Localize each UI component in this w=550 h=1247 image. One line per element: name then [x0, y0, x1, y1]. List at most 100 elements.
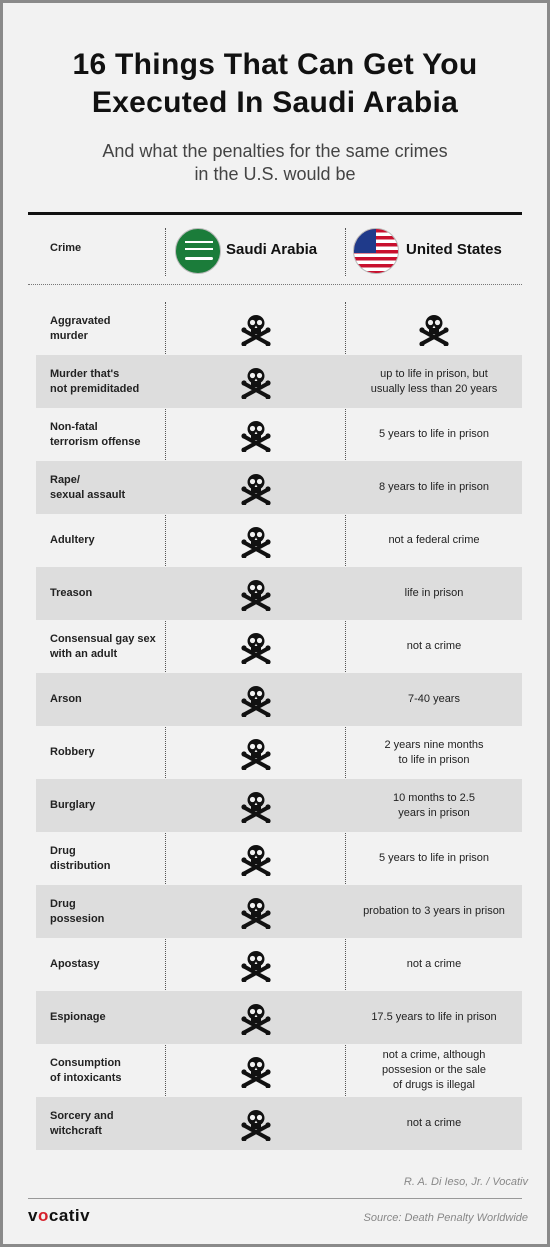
skull-and-crossbones-icon: [241, 420, 271, 452]
skull-and-crossbones-icon: [241, 526, 271, 558]
table-row: Murder that's not premiditaded up to life…: [36, 355, 522, 408]
saudi-penalty-cell: [166, 779, 346, 832]
us-penalty-cell: not a crime: [406, 640, 462, 652]
us-penalty-cell: 7-40 years: [408, 693, 460, 705]
skull-and-crossbones-icon: [241, 685, 271, 717]
skull-and-crossbones-icon: [241, 1003, 271, 1035]
crime-label: Robbery: [50, 746, 95, 758]
crime-column-header: Crime: [50, 242, 82, 254]
table-row: Treason life in prison: [36, 567, 522, 620]
table-row: Arson 7-40 years: [36, 673, 522, 726]
skull-and-crossbones-icon: [241, 367, 271, 399]
saudi-penalty-cell: [166, 408, 346, 461]
skull-and-crossbones-icon: [241, 844, 271, 876]
saudi-arabia-flag-icon: [175, 228, 221, 274]
header-rule: [28, 212, 522, 215]
crime-label: Drug distribution: [50, 844, 111, 872]
crime-label: Arson: [50, 693, 82, 705]
header-divider: [28, 284, 522, 285]
logo-accent: o: [37, 1206, 49, 1225]
saudi-penalty-cell: [166, 620, 346, 673]
table-row: Non-fatal terrorism offense 5 years to li…: [36, 408, 522, 461]
column-divider: [345, 228, 346, 276]
us-penalty-cell: probation to 3 years in prison: [363, 905, 505, 917]
saudi-penalty-cell: [166, 567, 346, 620]
crime-label: Non-fatal terrorism offense: [50, 420, 141, 448]
logo-suffix: cativ: [48, 1206, 91, 1225]
flag-canton: [354, 229, 376, 253]
crime-label: Espionage: [50, 1011, 106, 1023]
table-row: Adultery not a federal crime: [36, 514, 522, 567]
skull-and-crossbones-icon: [241, 791, 271, 823]
skull-and-crossbones-icon: [241, 1056, 271, 1088]
us-penalty-cell: 5 years to life in prison: [378, 852, 490, 864]
saudi-penalty-cell: [166, 673, 346, 726]
us-penalty-cell: 10 months to 2.5 years in prison: [393, 791, 475, 819]
skull-and-crossbones-icon: [241, 473, 271, 505]
table-row: Apostasy not a crime: [36, 938, 522, 991]
vocativ-logo: vocativ: [28, 1206, 90, 1226]
saudi-penalty-cell: [166, 514, 346, 567]
table-row: Aggravated murder: [36, 302, 522, 355]
crime-label: Murder that's not premiditaded: [50, 367, 140, 395]
skull-and-crossbones-icon: [241, 1109, 271, 1141]
table-row: Burglary 10 months to 2.5 years in prison: [36, 779, 522, 832]
column-divider: [165, 228, 166, 276]
table-row: Drug possesion probation to 3 years in pr…: [36, 885, 522, 938]
page-subtitle: And what the penalties for the same crim…: [102, 141, 448, 184]
us-penalty-cell: 17.5 years to life in prison: [371, 1011, 497, 1023]
us-penalty-cell: not a federal crime: [388, 534, 480, 546]
us-penalty-cell: not a crime, although possesion or the s…: [382, 1049, 486, 1091]
table-row: Sorcery and witchcraft not a crime: [36, 1097, 522, 1150]
us-penalty-cell: up to life in prison, but usually less t…: [370, 367, 498, 395]
us-penalty-cell: 8 years to life in prison: [378, 481, 490, 493]
logo-prefix: v: [28, 1206, 38, 1225]
saudi-penalty-cell: [166, 1097, 346, 1150]
table-row: Rape/ sexual assault 8 years to life in p…: [36, 461, 522, 514]
skull-and-crossbones-icon: [419, 314, 449, 346]
flag-sword-mark: [185, 257, 213, 260]
crime-label: Drug possesion: [50, 897, 105, 925]
table-row: Robbery 2 years nine months to life in pr…: [36, 726, 522, 779]
saudi-column-header: Saudi Arabia: [226, 241, 318, 258]
saudi-penalty-cell: [166, 302, 346, 355]
skull-and-crossbones-icon: [241, 897, 271, 929]
source-note: Source: Death Penalty Worldwide: [363, 1212, 528, 1224]
saudi-penalty-cell: [166, 832, 346, 885]
us-penalty-cell: 5 years to life in prison: [378, 428, 490, 440]
crime-label: Consensual gay sex with an adult: [50, 632, 156, 660]
author-credit: R. A. Di Ieso, Jr. / Vocativ: [403, 1176, 528, 1188]
skull-and-crossbones-icon: [241, 950, 271, 982]
us-penalty-cell: not a crime: [406, 1117, 462, 1129]
crime-label: Burglary: [50, 799, 96, 811]
saudi-penalty-cell: [166, 726, 346, 779]
table-row: Consumption of intoxicants not a crime, a…: [36, 1044, 522, 1097]
saudi-penalty-cell: [166, 355, 346, 408]
crime-label: Consumption of intoxicants: [50, 1056, 122, 1084]
saudi-penalty-cell: [166, 938, 346, 991]
skull-and-crossbones-icon: [241, 314, 271, 346]
crime-label: Rape/ sexual assault: [50, 473, 126, 501]
flag-script-mark: [185, 241, 213, 250]
crime-label: Adultery: [50, 534, 95, 546]
united-states-flag-icon: [353, 228, 399, 274]
column-divider: [345, 302, 346, 1150]
skull-and-crossbones-icon: [241, 632, 271, 664]
table-row: Drug distribution 5 years to life in pris…: [36, 832, 522, 885]
table-header: Crime Saudi Arabia United States: [28, 225, 522, 275]
saudi-penalty-cell: [166, 1044, 346, 1097]
footer-rule: [28, 1198, 522, 1199]
saudi-penalty-cell: [166, 885, 346, 938]
us-penalty-cell: not a crime: [406, 958, 462, 970]
page-title: 16 Things That Can Get You Executed In S…: [72, 48, 478, 119]
table-row: Espionage 17.5 years to life in prison: [36, 991, 522, 1044]
column-divider: [165, 302, 166, 1150]
skull-and-crossbones-icon: [241, 579, 271, 611]
saudi-penalty-cell: [166, 461, 346, 514]
crime-label: Aggravated murder: [50, 314, 111, 342]
saudi-penalty-cell: [166, 991, 346, 1044]
us-penalty-cell: 2 years nine months to life in prison: [384, 738, 484, 766]
us-penalty-cell: [346, 302, 522, 355]
crimes-table: Aggravated murder Murder that's not premi…: [36, 302, 522, 1150]
